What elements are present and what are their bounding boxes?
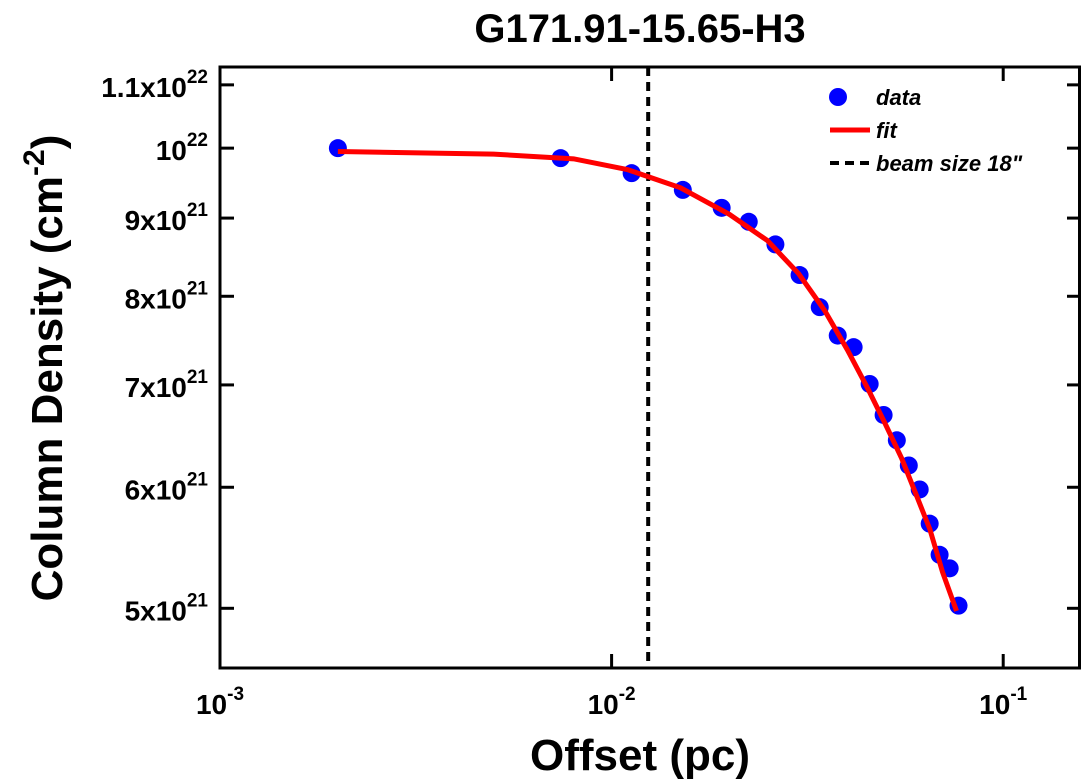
tick-label-base: 10 — [196, 689, 227, 720]
tick-label-base: 10 — [979, 689, 1010, 720]
tick-label-base: 10 — [156, 135, 187, 166]
tick-label-sup: -2 — [619, 684, 636, 705]
tick-label-base: 5x10 — [125, 595, 187, 626]
tick-label-sup: -3 — [227, 684, 244, 705]
tick-label-sup: 21 — [187, 367, 209, 388]
x-axis-label: Offset (pc) — [530, 731, 750, 780]
y-axis-label: Column Density (cm-2) — [18, 135, 72, 602]
y-tick-label: 9x1021 — [125, 200, 209, 236]
legend-label: beam size 18" — [876, 151, 1023, 176]
tick-label-sup: 22 — [187, 130, 208, 151]
tick-label-base: 9x10 — [125, 205, 187, 236]
legend-label: data — [876, 85, 921, 110]
y-tick-label: 8x1021 — [125, 278, 209, 314]
y-axis-label-sup: -2 — [18, 149, 51, 176]
tick-label-base: 7x10 — [125, 372, 187, 403]
tick-label-base: 6x10 — [125, 474, 187, 505]
y-axis-label-end: ) — [23, 135, 72, 150]
x-tick-label: 10-2 — [588, 684, 636, 720]
y-tick-label: 1022 — [156, 130, 208, 166]
tick-label-base: 1.1x10 — [101, 72, 187, 103]
tick-label-sup: 21 — [187, 590, 209, 611]
y-tick-label: 5x1021 — [125, 590, 209, 626]
chart-title: G171.91-15.65-H3 — [474, 7, 805, 51]
x-tick-label: 10-3 — [196, 684, 244, 720]
legend-label: fit — [876, 118, 898, 143]
tick-label-sup: 21 — [187, 278, 209, 299]
data-point — [766, 235, 785, 254]
tick-label-sup: 22 — [187, 67, 208, 88]
y-axis-label-text: Column Density (cm — [23, 176, 72, 601]
y-tick-label: 1.1x1022 — [101, 67, 208, 103]
tick-label-base: 8x10 — [125, 283, 187, 314]
tick-label-sup: -1 — [1010, 684, 1027, 705]
data-point — [328, 139, 347, 158]
y-tick-label: 6x1021 — [125, 469, 209, 505]
x-tick-label: 10-1 — [979, 684, 1027, 720]
legend-marker — [829, 88, 847, 106]
tick-label-base: 10 — [588, 689, 619, 720]
fit-line — [337, 148, 959, 612]
tick-label-sup: 21 — [187, 200, 209, 221]
y-tick-label: 7x1021 — [125, 367, 209, 403]
tick-label-sup: 21 — [187, 469, 209, 490]
